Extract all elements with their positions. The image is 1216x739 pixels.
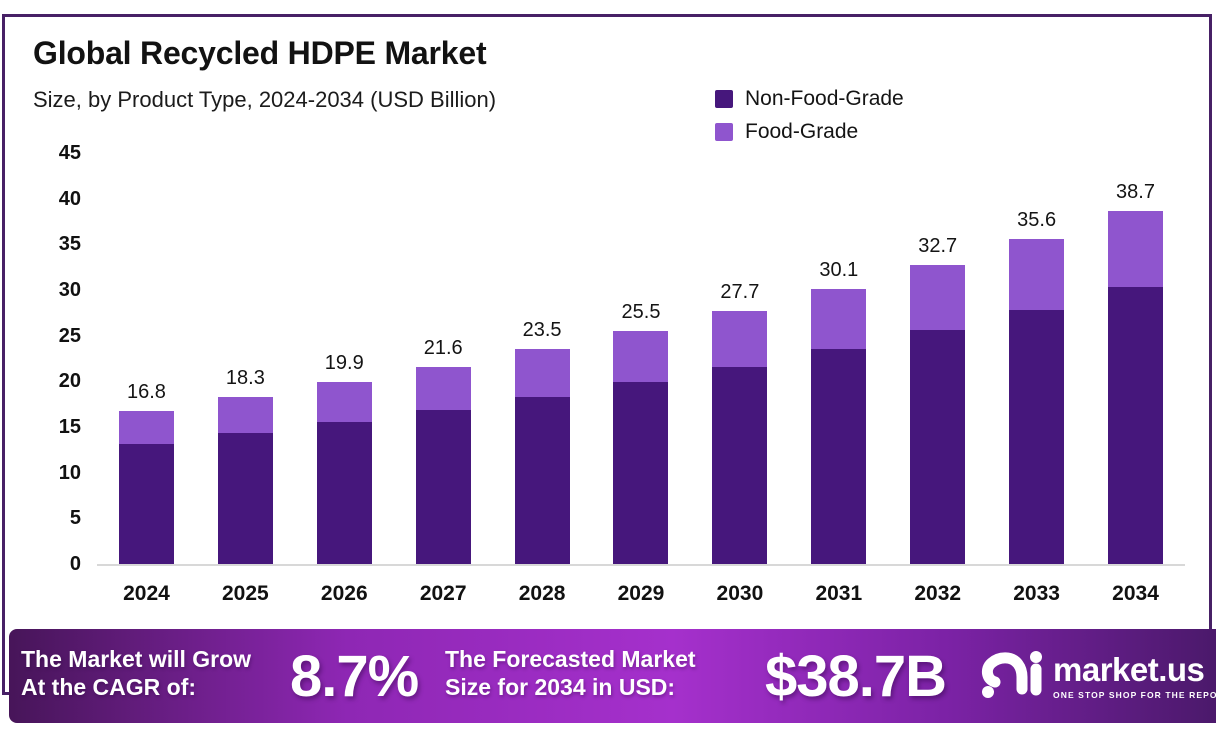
chart-legend: Non-Food-Grade Food-Grade — [715, 87, 904, 144]
bar-column-2034: 38.7 — [1086, 153, 1185, 564]
legend-item-non-food-grade: Non-Food-Grade — [715, 87, 904, 111]
bar-segment-food-grade — [514, 349, 570, 397]
y-axis-tick: 10 — [58, 461, 81, 484]
bar-segment-non-food-grade — [1108, 287, 1164, 564]
bar-column-2027: 21.6 — [394, 153, 493, 564]
legend-label: Food-Grade — [745, 120, 859, 143]
bar-segment-food-grade — [1009, 238, 1065, 311]
bar-segment-food-grade — [910, 265, 966, 331]
bar-value-label: 18.3 — [225, 366, 265, 389]
bar-segment-food-grade — [811, 289, 867, 350]
bar-segment-non-food-grade — [910, 330, 966, 564]
bar-segment-non-food-grade — [811, 349, 867, 564]
bar-segment-non-food-grade — [613, 382, 669, 564]
bar-segment-food-grade — [118, 410, 174, 445]
bar-column-2026: 19.9 — [295, 153, 394, 564]
bar-segment-non-food-grade — [217, 433, 273, 564]
cagr-value: 8.7% — [290, 643, 419, 709]
cagr-caption: The Market will Grow At the CAGR of: — [21, 645, 251, 701]
bar-segment-non-food-grade — [118, 444, 174, 564]
bar-column-2031: 30.1 — [789, 153, 888, 564]
legend-item-food-grade: Food-Grade — [715, 120, 904, 144]
x-axis-label: 2033 — [1013, 582, 1060, 605]
bar-column-2030: 27.7 — [690, 153, 789, 564]
bar-column-2028: 23.5 — [493, 153, 592, 564]
legend-label: Non-Food-Grade — [745, 87, 904, 110]
x-axis-label: 2025 — [222, 582, 269, 605]
x-axis: 2024 2025 2026 2027 2028 2029 2030 2031 2032 2033… — [97, 582, 1185, 606]
y-axis-tick: 5 — [69, 507, 81, 530]
bar-segment-non-food-grade — [712, 366, 768, 564]
x-axis-label: 2024 — [123, 582, 170, 605]
forecast-caption-line2: Size for 2034 in USD: — [445, 674, 676, 700]
bar-value-label: 21.6 — [423, 336, 463, 359]
bar-column-2032: 32.7 — [888, 153, 987, 564]
page-subtitle: Size, by Product Type, 2024-2034 (USD Bi… — [33, 87, 497, 112]
footer-banner: The Market will Grow At the CAGR of: 8.7… — [9, 629, 1216, 723]
cagr-caption-line2: At the CAGR of: — [21, 674, 197, 700]
bar-segment-food-grade — [712, 311, 768, 367]
x-axis-label: 2027 — [419, 582, 467, 605]
bar-segment-food-grade — [415, 366, 471, 410]
forecast-value: $38.7B — [765, 643, 947, 709]
forecast-caption: The Forecasted Market Size for 2034 in U… — [445, 645, 696, 701]
bar-value-label: 25.5 — [621, 301, 661, 324]
legend-swatch-icon — [715, 123, 733, 141]
bar-column-2029: 25.5 — [592, 153, 691, 564]
y-axis-tick: 25 — [58, 324, 81, 347]
bar-segment-food-grade — [1108, 210, 1164, 288]
page-title: Global Recycled HDPE Market — [33, 35, 487, 71]
cagr-caption-line1: The Market will Grow — [21, 646, 252, 672]
y-axis-tick: 0 — [69, 553, 81, 575]
x-axis-label: 2030 — [716, 582, 764, 605]
bar-column-2033: 35.6 — [987, 153, 1086, 564]
y-axis: 0 5 10 15 20 25 30 35 40 45 — [23, 142, 81, 575]
bar-segment-non-food-grade — [1009, 310, 1065, 564]
bar-value-label: 30.1 — [819, 259, 859, 282]
x-axis-label: 2026 — [320, 582, 368, 605]
bar-value-label: 16.8 — [126, 380, 166, 403]
y-axis-tick: 15 — [58, 416, 81, 438]
bar-value-label: 32.7 — [918, 235, 958, 258]
bar-segment-non-food-grade — [514, 396, 570, 564]
x-axis-label: 2028 — [518, 582, 566, 605]
bar-value-label: 38.7 — [1116, 180, 1155, 203]
bar-segment-non-food-grade — [415, 409, 471, 564]
y-axis-tick: 40 — [58, 187, 81, 210]
bar-value-label: 19.9 — [324, 352, 364, 375]
forecast-caption-line1: The Forecasted Market — [445, 646, 696, 672]
y-axis-tick: 20 — [58, 370, 81, 393]
x-axis-label: 2031 — [815, 582, 863, 605]
bar-segment-non-food-grade — [316, 422, 372, 564]
marketus-logo-text: market.us ONE STOP SHOP FOR THE REPORTS — [1053, 653, 1216, 700]
bar-value-label: 27.7 — [720, 281, 760, 304]
bar-segment-food-grade — [316, 382, 372, 423]
marketus-logo: market.us ONE STOP SHOP FOR THE REPORTS — [981, 629, 1216, 723]
bar-segment-food-grade — [613, 331, 669, 383]
bar-column-2024: 16.8 — [97, 153, 196, 564]
marketus-logo-icon — [981, 646, 1043, 707]
y-axis-tick: 35 — [58, 233, 81, 256]
brand-name: market.us — [1053, 650, 1205, 688]
x-axis-label: 2029 — [617, 582, 665, 605]
x-axis-label: 2034 — [1112, 582, 1159, 605]
y-axis-tick: 30 — [58, 279, 81, 301]
bar-value-label: 23.5 — [522, 319, 562, 342]
bar-value-label: 35.6 — [1017, 208, 1057, 231]
bar-column-2025: 18.3 — [196, 153, 295, 564]
chart-card: Global Recycled HDPE Market Size, by Pro… — [2, 14, 1212, 695]
plot-area: 16.8 18.3 19.9 21.6 23.5 25.5 27.7 30.1 32.7 35.6… — [97, 153, 1185, 566]
x-axis-label: 2032 — [914, 582, 962, 605]
bar-segment-food-grade — [217, 396, 273, 434]
y-axis-tick: 45 — [58, 142, 81, 164]
legend-swatch-icon — [715, 90, 733, 108]
brand-tagline: ONE STOP SHOP FOR THE REPORTS — [1053, 689, 1216, 700]
